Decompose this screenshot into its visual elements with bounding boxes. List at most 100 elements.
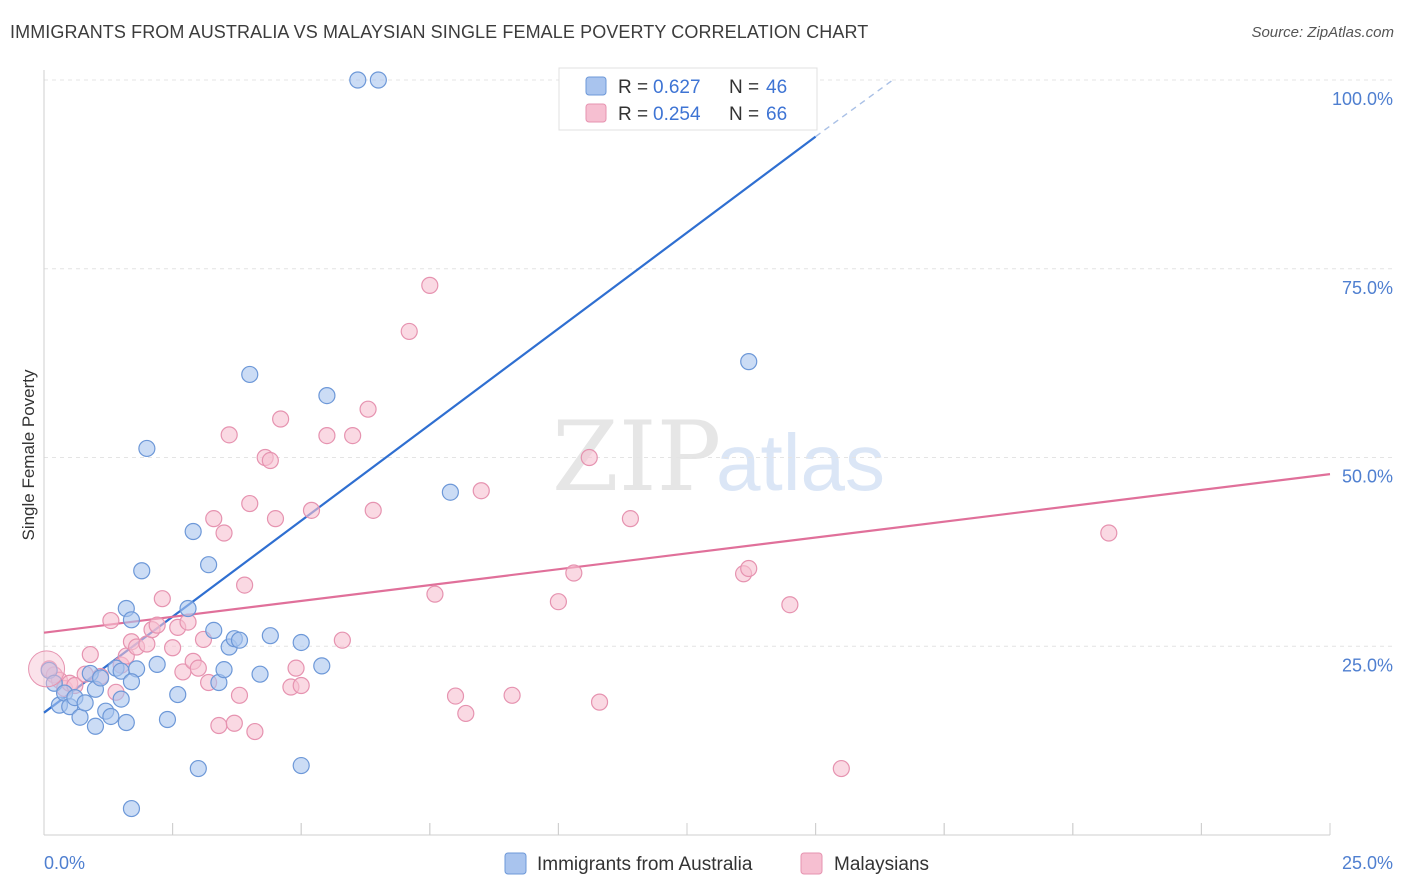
point-malaysians <box>210 716 228 735</box>
point-australia <box>138 439 156 458</box>
point-australia <box>313 657 331 675</box>
point-australia <box>112 690 130 708</box>
point-australia <box>122 611 141 629</box>
series-legend-label-malaysians: Malaysians <box>834 854 929 875</box>
point-malaysians <box>421 276 439 294</box>
data-points <box>28 71 1118 818</box>
point-australia <box>292 633 310 652</box>
point-australia <box>261 627 279 645</box>
point-australia <box>230 631 249 649</box>
point-malaysians <box>400 322 418 341</box>
point-australia <box>349 71 367 89</box>
point-malaysians <box>302 501 321 519</box>
point-malaysians <box>138 635 156 653</box>
stats-legend: R = 0.627 N = 46 R = 0.254 N = 66 <box>558 67 818 131</box>
point-malaysians <box>220 426 238 444</box>
point-malaysians <box>287 659 305 677</box>
series-legend-swatch-australia <box>504 852 527 875</box>
trend-lines <box>43 79 1331 714</box>
legend-r-value-1: 0.254 <box>653 104 701 125</box>
y-tick-label: 100.0% <box>1332 89 1393 109</box>
point-malaysians <box>215 524 233 542</box>
legend-n-label-1: N = <box>729 104 759 125</box>
point-malaysians <box>261 451 279 470</box>
point-malaysians <box>102 611 120 630</box>
legend-r-label-0: R = <box>618 77 648 98</box>
point-australia <box>318 386 336 405</box>
point-malaysians <box>344 427 362 445</box>
point-malaysians <box>359 400 377 418</box>
series-legend: Immigrants from Australia Malaysians <box>504 852 929 875</box>
point-malaysians <box>549 593 568 611</box>
point-australia <box>200 556 218 574</box>
point-australia <box>292 756 310 775</box>
point-australia <box>117 713 135 732</box>
point-malaysians <box>472 482 490 500</box>
point-australia <box>179 599 197 618</box>
point-malaysians <box>164 639 182 657</box>
axes <box>43 70 1331 836</box>
point-malaysians <box>590 693 609 711</box>
point-australia <box>102 707 120 726</box>
legend-swatch-blue <box>585 76 607 96</box>
point-australia <box>122 799 141 818</box>
x-tick-label-min: 0.0% <box>44 853 85 873</box>
point-australia <box>91 669 110 687</box>
point-malaysians <box>230 686 249 704</box>
point-australia <box>369 71 387 89</box>
legend-n-label-0: N = <box>729 77 759 98</box>
series-legend-label-australia: Immigrants from Australia <box>537 854 753 875</box>
trend-line-extension-australia <box>815 79 894 138</box>
point-australia <box>122 673 141 691</box>
series-legend-swatch-malaysians <box>800 852 823 875</box>
point-malaysians <box>246 722 264 741</box>
point-cluster-malaysians <box>28 650 66 688</box>
point-australia <box>189 759 207 778</box>
point-australia <box>740 353 758 371</box>
point-australia <box>71 708 89 726</box>
point-malaysians <box>503 686 521 704</box>
point-malaysians <box>832 759 850 778</box>
point-malaysians <box>457 704 475 723</box>
point-malaysians <box>81 645 99 664</box>
point-australia <box>169 685 187 704</box>
point-malaysians <box>292 676 310 695</box>
point-malaysians <box>318 427 336 445</box>
point-australia <box>86 717 105 735</box>
point-malaysians <box>565 564 583 582</box>
point-malaysians <box>148 616 166 634</box>
y-tick-label: 75.0% <box>1342 278 1393 298</box>
point-malaysians <box>272 410 290 428</box>
legend-n-value-1: 66 <box>766 104 787 125</box>
point-australia <box>241 365 259 384</box>
point-malaysians <box>153 590 171 608</box>
legend-swatch-pink <box>585 103 607 123</box>
point-australia <box>76 694 94 712</box>
chart-title: IMMIGRANTS FROM AUSTRALIA VS MALAYSIAN S… <box>10 22 869 42</box>
point-australia <box>148 655 166 673</box>
point-australia <box>158 710 177 729</box>
point-australia <box>441 483 459 501</box>
point-australia <box>205 621 223 639</box>
point-malaysians <box>225 714 243 732</box>
point-malaysians <box>781 596 799 614</box>
point-australia <box>133 562 151 580</box>
watermark-atlas: atlas <box>716 418 885 507</box>
y-axis-title: Single Female Poverty <box>19 369 38 541</box>
point-malaysians <box>426 585 444 603</box>
x-tick-label-max: 25.0% <box>1342 853 1393 873</box>
point-malaysians <box>740 559 758 578</box>
point-malaysians <box>266 510 285 528</box>
y-tick-labels: 25.0% 50.0% 75.0% 100.0% <box>1332 89 1393 675</box>
point-malaysians <box>580 448 598 467</box>
point-malaysians <box>333 631 351 649</box>
legend-r-value-0: 0.627 <box>653 77 701 98</box>
y-tick-label: 25.0% <box>1342 655 1393 675</box>
legend-n-value-0: 46 <box>766 77 787 98</box>
legend-r-label-1: R = <box>618 104 648 125</box>
point-malaysians <box>1100 524 1118 542</box>
source-credit: Source: ZipAtlas.com <box>1251 24 1394 41</box>
point-malaysians <box>241 494 259 513</box>
point-malaysians <box>446 687 465 705</box>
